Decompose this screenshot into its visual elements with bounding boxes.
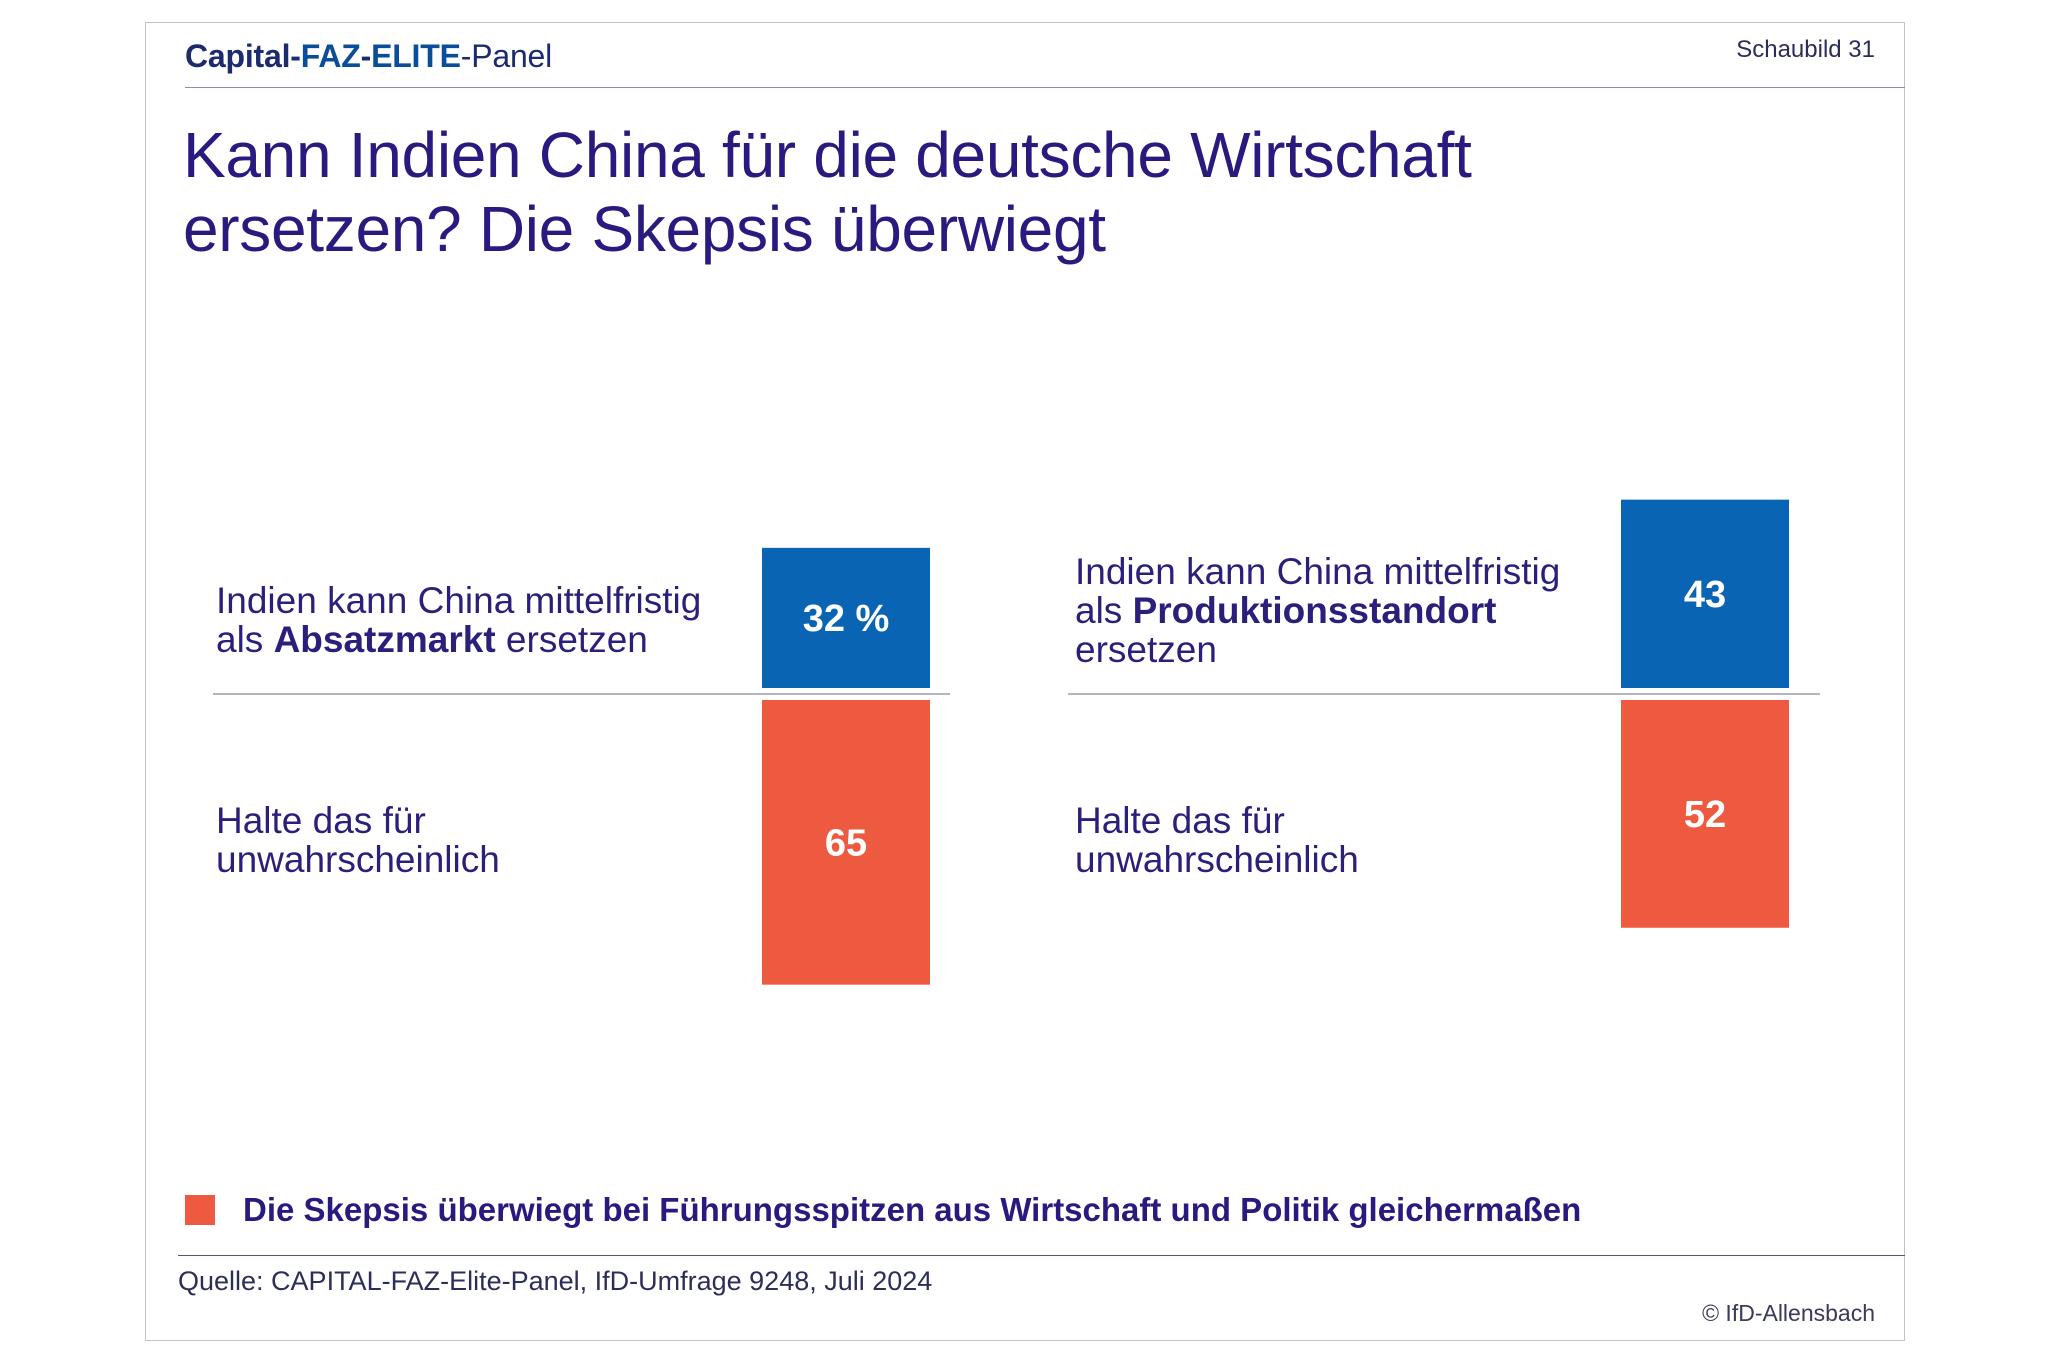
left-bottom-label-line1: Halte das für bbox=[216, 800, 426, 841]
right-bottom-label-line1: Halte das für bbox=[1075, 800, 1285, 841]
right-top-label-line1: Indien kann China mittelfristig bbox=[1075, 551, 1561, 592]
note-marker-square bbox=[185, 1195, 215, 1225]
header-rule bbox=[185, 87, 1905, 88]
right-bottom-label-line2: unwahrscheinlich bbox=[1075, 839, 1359, 880]
chart-title: Kann Indien China für die deutsche Wirts… bbox=[183, 118, 1683, 266]
key-finding: Die Skepsis überwiegt bei Führungsspitze… bbox=[185, 1191, 1581, 1229]
brand-logo: Capital-FAZ-ELITE-Panel bbox=[185, 38, 553, 74]
value-label-unlikely-absatzmarkt: 65 bbox=[825, 822, 867, 864]
value-label-unlikely-produktionsstandort: 52 bbox=[1684, 794, 1726, 836]
left-top-label: Indien kann China mittelfristig als Absa… bbox=[216, 581, 701, 659]
left-top-label-line2: als Absatzmarkt ersetzen bbox=[216, 619, 648, 660]
bar-positive-absatzmarkt bbox=[762, 547, 930, 688]
footer-rule bbox=[178, 1255, 1905, 1256]
figure-number: Schaubild 31 bbox=[1736, 36, 1875, 63]
left-bottom-label: Halte das für unwahrscheinlich bbox=[216, 801, 500, 879]
title-line-1: Kann Indien China für die deutsche Wirts… bbox=[183, 119, 1472, 191]
note-text: Die Skepsis überwiegt bei Führungsspitze… bbox=[243, 1191, 1582, 1228]
title-line-2: ersetzen? Die Skepsis überwiegt bbox=[183, 193, 1106, 265]
right-bottom-label: Halte das für unwahrscheinlich bbox=[1075, 801, 1359, 879]
bar-positive-produktionsstandort bbox=[1621, 499, 1789, 688]
bar-unlikely-produktionsstandort bbox=[1621, 700, 1789, 928]
right-top-label-line2: als Produktionsstandort bbox=[1075, 590, 1497, 631]
left-bottom-label-line2: unwahrscheinlich bbox=[216, 839, 500, 880]
right-top-label: Indien kann China mittelfristig als Prod… bbox=[1075, 552, 1560, 669]
bar-unlikely-absatzmarkt bbox=[762, 700, 930, 985]
value-label-positive-absatzmarkt: 32 % bbox=[803, 598, 890, 640]
copyright: © IfD-Allensbach bbox=[1702, 1300, 1875, 1326]
right-top-label-line3: ersetzen bbox=[1075, 629, 1217, 670]
left-top-label-line1: Indien kann China mittelfristig bbox=[216, 580, 702, 621]
slide-frame bbox=[145, 22, 1905, 1341]
source-note: Quelle: CAPITAL-FAZ-Elite-Panel, IfD-Umf… bbox=[178, 1266, 933, 1296]
value-label-positive-produktionsstandort: 43 bbox=[1684, 574, 1726, 616]
